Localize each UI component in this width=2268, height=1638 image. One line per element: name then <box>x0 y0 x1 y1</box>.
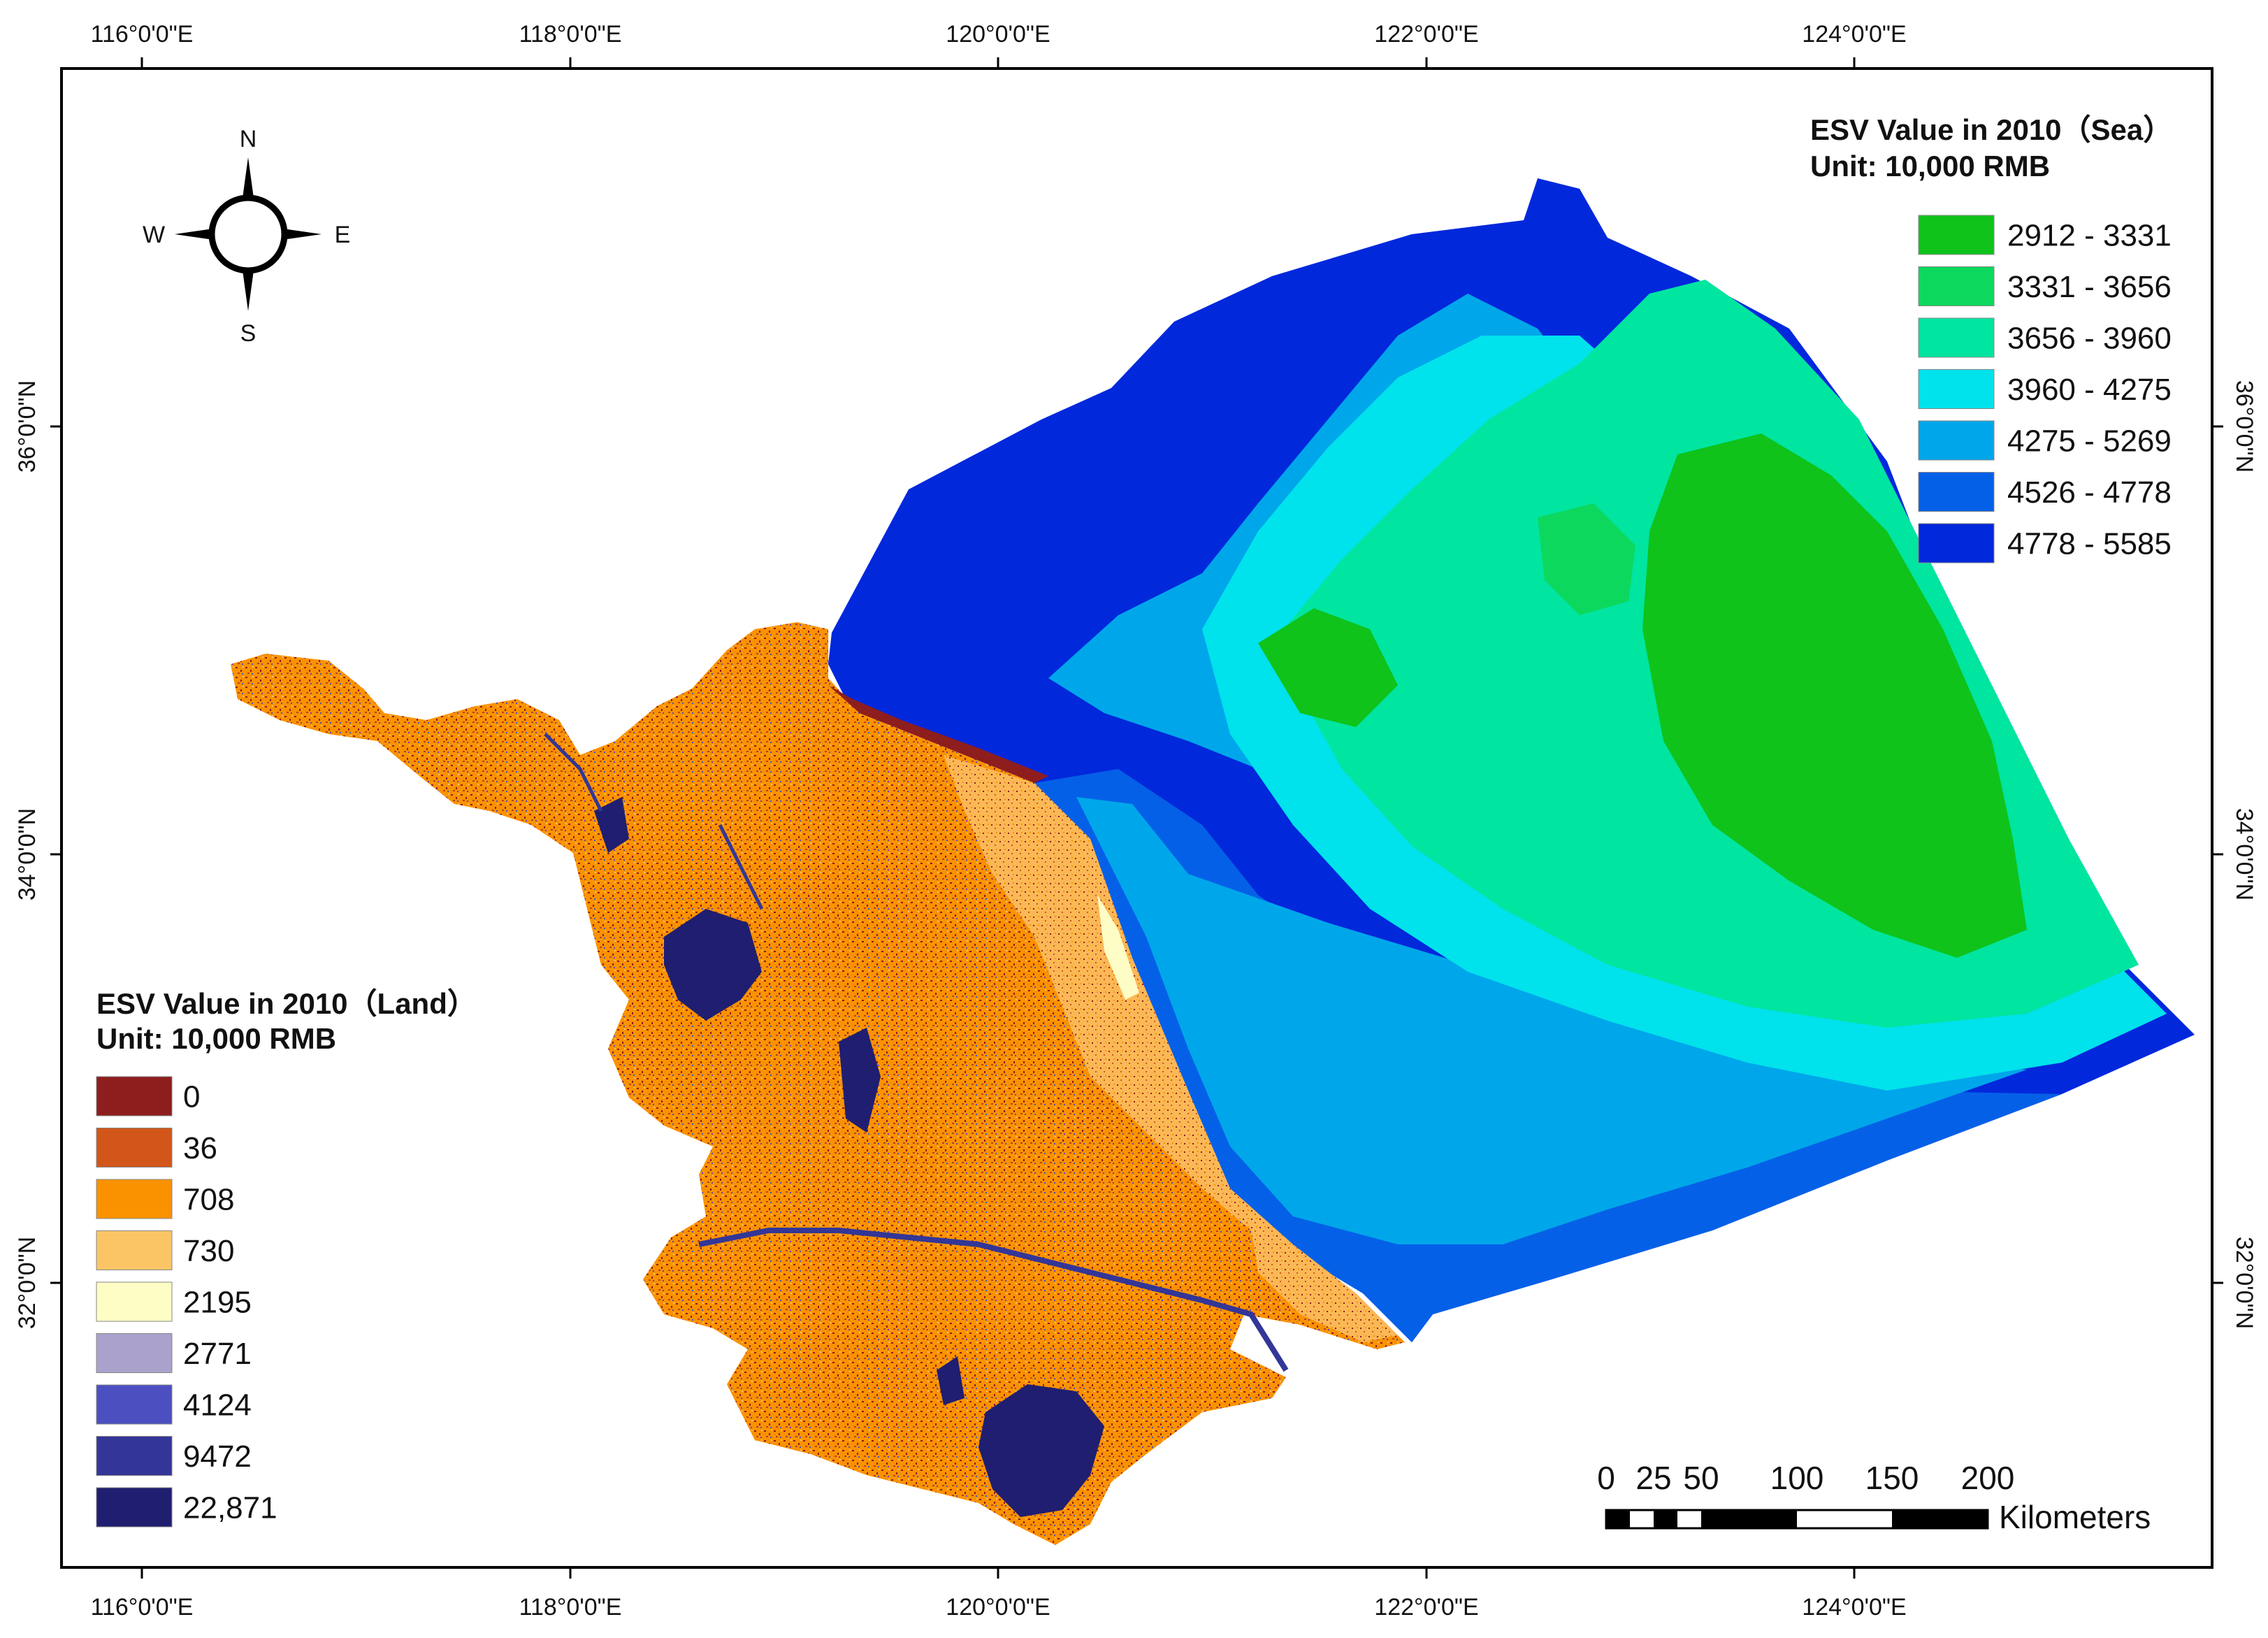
legend-sea-item-swatch <box>1918 266 1995 306</box>
legend-sea-item-swatch <box>1918 523 1995 563</box>
lat-label-right: 34°0'0"N <box>2231 808 2258 900</box>
legend-sea-item-label: 3960 - 4275 <box>2007 373 2172 407</box>
legend-land-title: ESV Value in 2010（Land） <box>96 987 477 1020</box>
legend-land-item-swatch <box>96 1281 173 1322</box>
legend-land-item-label: 9472 <box>183 1439 252 1474</box>
legend-sea-item-swatch <box>1918 420 1995 461</box>
compass-w: W <box>143 222 165 248</box>
lat-label-right: 36°0'0"N <box>2231 380 2258 473</box>
lat-label-right: 32°0'0"N <box>2231 1237 2258 1329</box>
legend-land-item-label: 22,871 <box>183 1491 277 1525</box>
legend-land-item-label: 2771 <box>183 1337 252 1371</box>
lon-label-top: 122°0'0"E <box>1374 21 1478 48</box>
legend-sea-item-swatch <box>1918 472 1995 512</box>
legend-sea-item-swatch <box>1918 215 1995 255</box>
legend-land-item-label: 4124 <box>183 1388 252 1423</box>
scale-label: 25 <box>1635 1460 1671 1496</box>
scale-unit: Kilometers <box>1999 1499 2151 1535</box>
legend-land-item-swatch <box>96 1076 173 1116</box>
scale-bar: 0 25 50 100 150 200 Kilometers <box>1597 1460 2151 1535</box>
north-arrow-icon: N S W E <box>143 126 350 347</box>
lon-label-top: 118°0'0"E <box>519 21 622 48</box>
legend-sea-item-label: 2912 - 3331 <box>2007 219 2172 253</box>
legend-land-item-swatch <box>96 1487 173 1528</box>
lon-label-bottom: 120°0'0"E <box>946 1594 1050 1621</box>
legend-sea-item-label: 4778 - 5585 <box>2007 527 2172 561</box>
lon-label-bottom: 124°0'0"E <box>1802 1594 1906 1621</box>
scale-label: 0 <box>1597 1460 1615 1496</box>
scale-label: 150 <box>1865 1460 1919 1496</box>
legend-sea-item-label: 3656 - 3960 <box>2007 322 2172 356</box>
legend-land-item-swatch <box>96 1179 173 1219</box>
legend-sea-item-label: 3331 - 3656 <box>2007 270 2172 304</box>
lat-label-left: 36°0'0"N <box>14 380 41 473</box>
lon-label-top: 124°0'0"E <box>1802 21 1906 48</box>
legend-sea-item-label: 4275 - 5269 <box>2007 424 2172 459</box>
legend-land-item-swatch <box>96 1384 173 1425</box>
lon-label-bottom: 116°0'0"E <box>91 1594 194 1621</box>
legend-land-item-label: 708 <box>183 1183 234 1217</box>
legend-land: ESV Value in 2010（Land） Unit: 10,000 RMB… <box>96 987 477 1528</box>
lon-label-bottom: 122°0'0"E <box>1374 1594 1478 1621</box>
legend-sea-title: ESV Value in 2010（Sea） <box>1810 113 2172 146</box>
legend-sea: ESV Value in 2010（Sea） Unit: 10,000 RMB … <box>1810 113 2172 563</box>
lon-label-top: 116°0'0"E <box>91 21 194 48</box>
compass-s: S <box>240 320 257 347</box>
legend-land-item-label: 730 <box>183 1234 234 1268</box>
land-region <box>231 622 1405 1545</box>
lat-label-left: 34°0'0"N <box>14 808 41 900</box>
legend-land-item-label: 2195 <box>183 1286 252 1320</box>
legend-land-item-label: 36 <box>183 1131 217 1165</box>
legend-sea-item-label: 4526 - 4778 <box>2007 475 2172 510</box>
legend-sea-item-swatch <box>1918 317 1995 358</box>
legend-sea-unit: Unit: 10,000 RMB <box>1810 150 2050 182</box>
compass-n: N <box>240 126 257 152</box>
lon-label-top: 120°0'0"E <box>946 21 1050 48</box>
sea-region <box>828 178 2195 1342</box>
lat-label-left: 32°0'0"N <box>14 1237 41 1329</box>
legend-land-item-swatch <box>96 1230 173 1270</box>
legend-land-item-label: 0 <box>183 1080 200 1114</box>
scale-label: 100 <box>1770 1460 1824 1496</box>
legend-land-unit: Unit: 10,000 RMB <box>96 1022 336 1055</box>
legend-land-item-swatch <box>96 1333 173 1373</box>
legend-land-item-swatch <box>96 1436 173 1476</box>
scale-label: 50 <box>1683 1460 1719 1496</box>
lon-label-bottom: 118°0'0"E <box>519 1594 622 1621</box>
compass-e: E <box>335 222 351 248</box>
scale-label: 200 <box>1961 1460 2015 1496</box>
legend-land-item-swatch <box>96 1128 173 1168</box>
legend-sea-item-swatch <box>1918 369 1995 409</box>
graticule-ticks <box>50 57 2223 1579</box>
